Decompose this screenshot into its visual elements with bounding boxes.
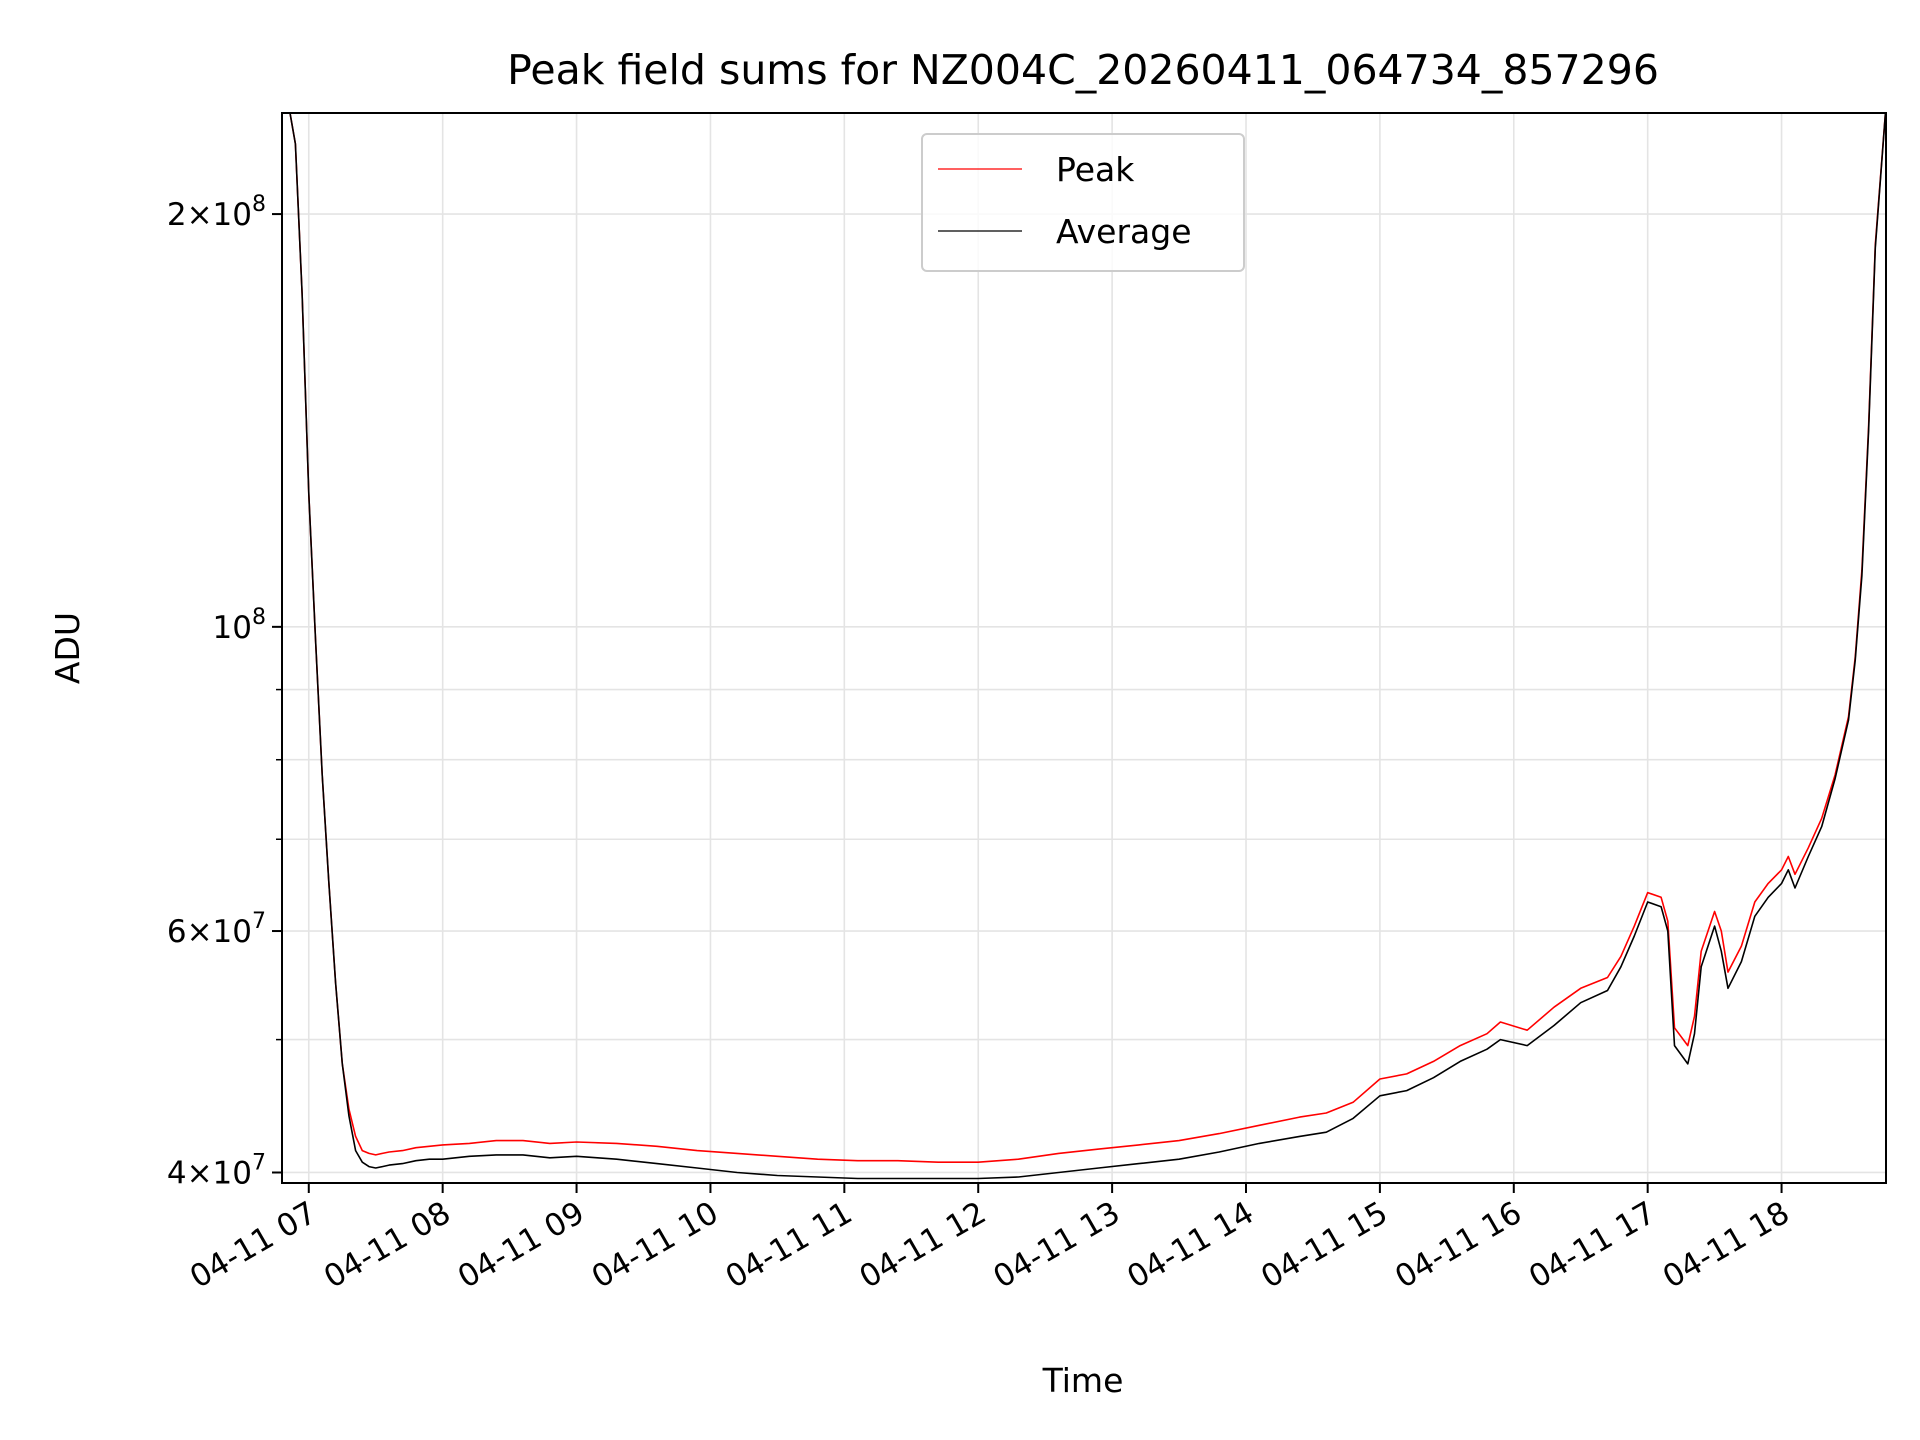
y-axis-label: ADU <box>48 612 87 684</box>
y-tick-times: ×10 <box>187 914 252 950</box>
y-tick-mantissa: 2 <box>167 197 187 233</box>
y-tick-mantissa: 6 <box>167 914 187 950</box>
series-line-peak <box>289 113 1886 1163</box>
y-tick-times: ×10 <box>187 1155 252 1191</box>
y-tick-times: ×10 <box>187 197 252 233</box>
y-tick-exponent: 8 <box>252 605 266 630</box>
series-line-average <box>289 113 1886 1180</box>
chart-title: Peak field sums for NZ004C_20260411_0647… <box>507 46 1659 94</box>
x-axis-label: Time <box>1042 1361 1124 1400</box>
y-tick-label: 4×107 <box>167 1150 266 1191</box>
legend: Peak Average <box>921 133 1245 272</box>
gridlines <box>282 113 1886 1183</box>
y-tick-label: 6×107 <box>167 909 266 950</box>
y-tick-mantissa: 4 <box>167 1155 187 1191</box>
legend-label-peak: Peak <box>1056 150 1135 189</box>
y-tick-exponent: 8 <box>252 192 266 217</box>
series-lines <box>289 113 1886 1180</box>
y-tick-exponent: 7 <box>252 909 266 934</box>
legend-label-average: Average <box>1056 212 1192 251</box>
y-tick-label: 108 <box>213 605 266 646</box>
plot-frame <box>281 112 1887 1184</box>
y-tick-exponent: 7 <box>252 1150 266 1175</box>
y-tick-label: 2×108 <box>167 192 266 233</box>
legend-box <box>921 133 1245 272</box>
y-tick-base: 10 <box>213 610 252 646</box>
